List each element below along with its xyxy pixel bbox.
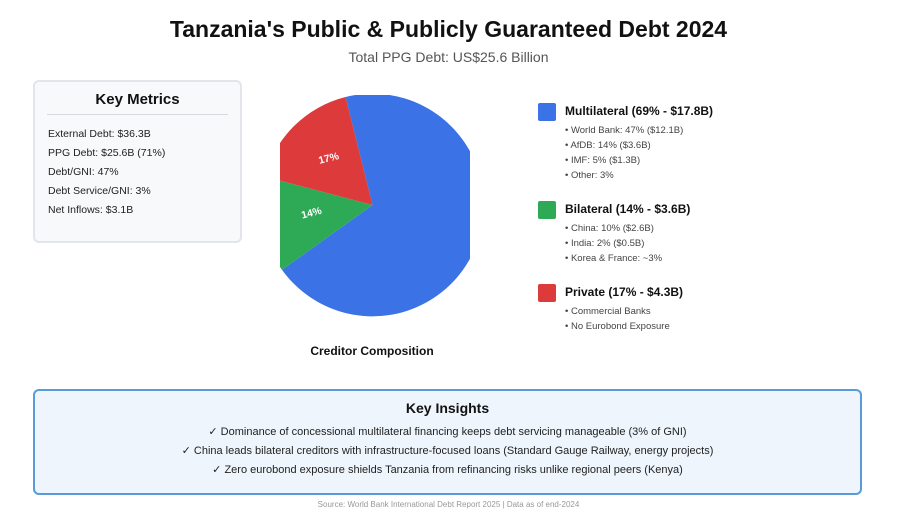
- page-subtitle: Total PPG Debt: US$25.6 Billion: [348, 49, 549, 65]
- metric-debt-service-gni: Debt Service/GNI: 3%: [48, 185, 151, 197]
- metric-external-debt: External Debt: $36.3B: [48, 128, 151, 140]
- legend-title-bilateral: Bilateral (14% - $3.6B): [565, 202, 691, 216]
- source-note: Source: World Bank International Debt Re…: [317, 500, 580, 509]
- insight-item: ✓ China leads bilateral creditors with i…: [181, 445, 714, 457]
- legend-item: • Korea & France: ~3%: [565, 253, 663, 264]
- legend-item: • IMF: 5% ($1.3B): [565, 155, 641, 166]
- key-metrics-title: Key Metrics: [95, 91, 180, 108]
- pie-slice-multilateral: [282, 95, 470, 317]
- legend-item: • China: 10% ($2.6B): [565, 223, 654, 234]
- key-metrics-panel: Key Metrics External Debt: $36.3B PPG De…: [33, 80, 242, 243]
- legend-swatch-multilateral: [538, 103, 556, 121]
- legend-item: • No Eurobond Exposure: [565, 321, 670, 332]
- metric-debt-gni: Debt/GNI: 47%: [48, 166, 119, 178]
- key-insights-title: Key Insights: [405, 400, 490, 416]
- legend-title-multilateral: Multilateral (69% - $17.8B): [565, 104, 714, 118]
- insight-item: ✓ Zero eurobond exposure shields Tanzani…: [212, 464, 683, 476]
- legend-item: • AfDB: 14% ($3.6B): [565, 140, 651, 151]
- key-metrics-list: External Debt: $36.3B PPG Debt: $25.6B (…: [35, 125, 240, 220]
- legend-swatch-bilateral: [538, 201, 556, 219]
- legend-swatch-private: [538, 284, 556, 302]
- metric-net-inflows: Net Inflows: $3.1B: [48, 204, 134, 216]
- pie-slice-bilateral: [280, 176, 373, 270]
- metric-ppg-debt: PPG Debt: $25.6B (71%): [48, 147, 166, 159]
- chart-title: Creditor Composition: [310, 344, 434, 358]
- legend-item: • Other: 3%: [565, 170, 614, 181]
- creditor-pie-chart: 14% 17%: [280, 95, 470, 317]
- pie-data-label-bilateral: 14%: [300, 206, 323, 222]
- divider: [47, 114, 228, 115]
- legend-item: • World Bank: 47% ($12.1B): [565, 125, 684, 136]
- legend-title-private: Private (17% - $4.3B): [565, 285, 684, 299]
- pie-slice-private: [280, 97, 373, 205]
- key-insights-panel: Key Insights ✓ Dominance of concessional…: [33, 389, 862, 495]
- pie-data-label-private: 17%: [318, 151, 341, 167]
- legend-item: • India: 2% ($0.5B): [565, 238, 645, 249]
- legend-item: • Commercial Banks: [565, 306, 651, 317]
- insight-item: ✓ Dominance of concessional multilateral…: [208, 426, 687, 438]
- page-title: Tanzania's Public & Publicly Guaranteed …: [169, 16, 728, 42]
